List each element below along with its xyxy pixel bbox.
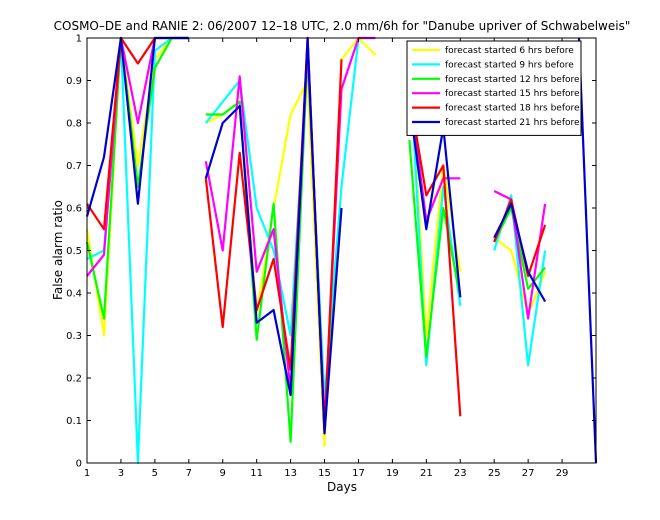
- x-tick-label: 5: [152, 468, 158, 479]
- y-tick-label: 0.4: [66, 289, 82, 300]
- legend-entry: forecast started 18 hrs before: [445, 104, 580, 114]
- series-line-4: [493, 190, 547, 320]
- y-tick-label: 1: [76, 34, 82, 45]
- legend-entry: forecast started 21 hrs before: [445, 118, 580, 128]
- legend-entry: forecast started 15 hrs before: [445, 89, 580, 99]
- series-line-4: [408, 88, 461, 222]
- x-tick-label: 11: [250, 468, 263, 479]
- legend-box: [406, 40, 582, 136]
- x-tick-label: 27: [522, 468, 535, 479]
- series-layer: [85, 36, 598, 465]
- y-tick-label: 0.2: [66, 374, 82, 385]
- x-tick-label: 13: [284, 468, 297, 479]
- legend-entry: forecast started 9 hrs before: [445, 60, 574, 70]
- y-axis: 0 0.1 0.2 0.3 0.4 0.5 0.6 0.7 0.8 0.9 1: [66, 34, 596, 470]
- legend-entry: forecast started 12 hrs before: [445, 75, 580, 85]
- series-line-3: [408, 139, 462, 358]
- x-tick-label: 9: [220, 468, 226, 479]
- y-tick-label: 0.6: [66, 204, 82, 215]
- x-tick-label: 21: [420, 468, 433, 479]
- y-tick-label: 0.1: [66, 416, 82, 427]
- x-axis-title: Days: [327, 480, 357, 494]
- series-line-6: [493, 202, 547, 303]
- x-tick-label: 3: [118, 468, 124, 479]
- series-line-6: [408, 101, 462, 298]
- legend: forecast started 6 hrs before forecast st…: [406, 40, 582, 136]
- x-tick-label: 19: [386, 468, 399, 479]
- series-line-6: [577, 37, 598, 464]
- series-line-6: [204, 36, 343, 435]
- y-tick-label: 0.5: [66, 246, 82, 257]
- series-line-3: [493, 206, 546, 290]
- x-tick-label: 7: [186, 468, 192, 479]
- x-tick-label: 15: [318, 468, 331, 479]
- x-tick-label: 29: [556, 468, 569, 479]
- x-tick-label: 17: [352, 468, 365, 479]
- plot-frame: [86, 37, 597, 464]
- series-line-2: [204, 36, 376, 401]
- x-tick-label: 25: [488, 468, 501, 479]
- x-tick-label: 23: [454, 468, 467, 479]
- y-tick-label: 0.9: [66, 76, 82, 87]
- y-axis-title: False alarm ratio: [51, 200, 65, 300]
- chart-title: COSMO–DE and RANIE 2: 06/2007 12–18 UTC,…: [54, 19, 631, 33]
- y-tick-label: 0: [76, 459, 82, 470]
- x-tick-label: 1: [84, 468, 90, 479]
- x-axis: 1 3 5 7 9 11 13 15 17 19 21 23 25 27 29: [84, 38, 569, 479]
- y-tick-label: 0.8: [66, 119, 82, 130]
- y-tick-label: 0.3: [66, 331, 82, 342]
- legend-entry: forecast started 6 hrs before: [445, 46, 574, 56]
- y-tick-label: 0.7: [66, 161, 82, 172]
